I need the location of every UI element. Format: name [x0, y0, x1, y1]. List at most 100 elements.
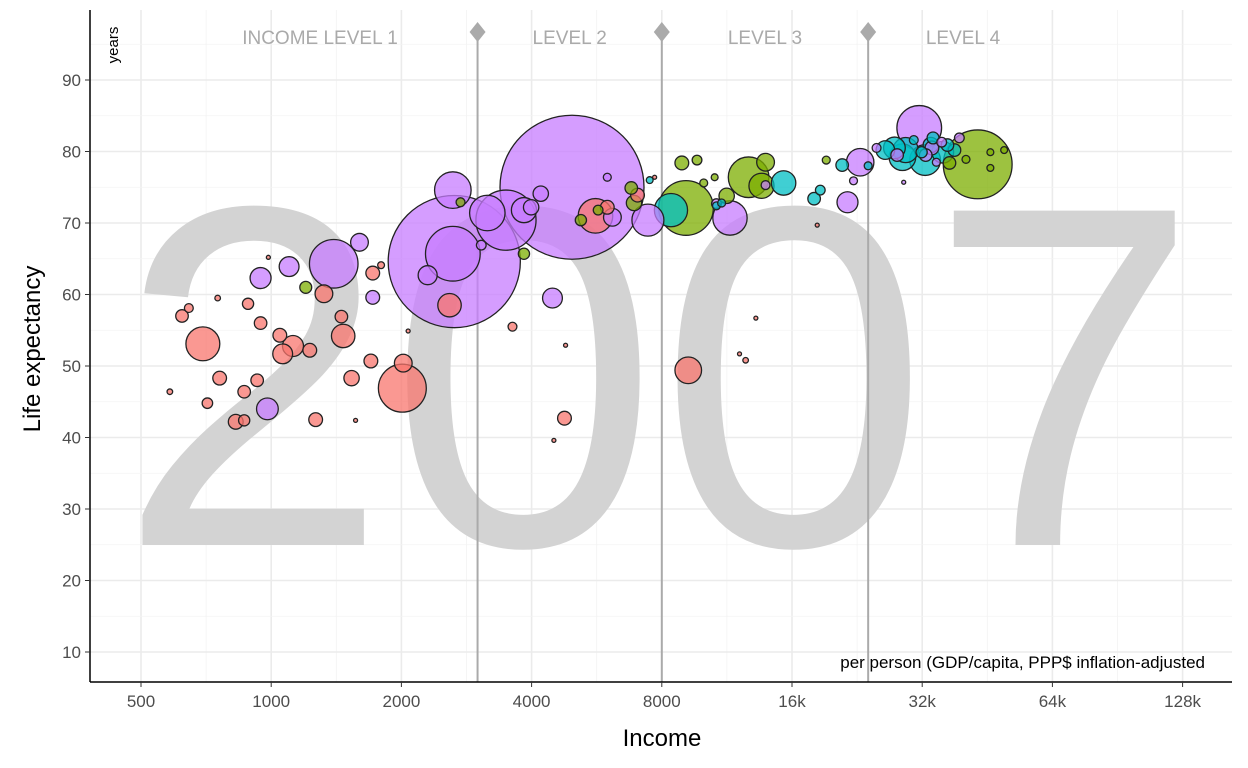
bubble [908, 134, 919, 146]
bubble [836, 191, 859, 214]
bubble [212, 370, 228, 386]
bubble [651, 174, 658, 180]
bubble [807, 191, 822, 206]
x-tick-label: 500 [127, 692, 155, 711]
bubble [201, 397, 214, 410]
bubble [986, 163, 995, 173]
bubble [308, 238, 359, 289]
x-tick-label: 2000 [382, 692, 420, 711]
bubble [393, 353, 413, 373]
bubble [736, 351, 743, 357]
y-tick-label: 60 [62, 286, 81, 305]
x-tick-label: 8000 [643, 692, 681, 711]
bubble [551, 437, 557, 444]
x-tick-label: 128k [1164, 692, 1201, 711]
bubble [468, 194, 506, 232]
bubble [624, 181, 639, 195]
y-unit-label: years [105, 27, 122, 64]
y-tick-label: 80 [62, 143, 81, 162]
bubble [250, 373, 265, 388]
income-level-label: INCOME LEVEL 1 [242, 28, 398, 49]
bubble [574, 213, 588, 227]
bubble [183, 303, 194, 314]
bubble [405, 328, 411, 334]
income-levels: INCOME LEVEL 1 LEVEL 2 LEVEL 3 LEVEL 4 [242, 22, 1001, 682]
x-tick-label: 64k [1039, 692, 1067, 711]
bubble [1000, 145, 1009, 155]
bubble [674, 155, 690, 171]
bubble [890, 148, 905, 162]
bubble [631, 203, 665, 237]
y-axis-title: Life expectancy [19, 266, 46, 433]
bubble [942, 156, 957, 170]
bubble [255, 397, 279, 421]
bubble [302, 342, 318, 358]
y-tick-label: 20 [62, 572, 81, 591]
bubble [961, 154, 971, 164]
income-level-label: LEVEL 3 [728, 28, 802, 49]
bubble [532, 185, 550, 203]
bubble [365, 289, 381, 305]
bubble [272, 327, 288, 343]
axes: 500 1000 2000 4000 8000 16k 32k 64k 128k 10 20 30 40… [62, 10, 1232, 711]
bubble [562, 342, 569, 348]
bubble [175, 309, 189, 323]
bubble [417, 265, 438, 286]
bubble [278, 256, 300, 278]
bubble [756, 152, 776, 172]
bubble [760, 180, 771, 191]
income-level-diamond [860, 22, 877, 42]
bubble [770, 170, 797, 196]
bubble [214, 294, 222, 302]
bubble [507, 321, 518, 332]
x-tick-label: 4000 [513, 692, 551, 711]
bubble [352, 417, 359, 423]
bubble [334, 309, 349, 324]
bubble [821, 155, 831, 165]
bubble [377, 261, 386, 270]
bubble [814, 222, 820, 228]
bubble [249, 266, 272, 290]
bubble [986, 148, 995, 157]
bubble [424, 225, 481, 282]
bubble [272, 343, 294, 365]
bubble [936, 136, 948, 148]
income-level-label: LEVEL 2 [533, 28, 607, 49]
bubble [674, 356, 703, 385]
bubble [517, 247, 531, 261]
income-level-diamond [469, 22, 486, 42]
bubble [592, 204, 604, 216]
bubble [253, 316, 268, 331]
bubble [237, 414, 251, 427]
bubble [753, 315, 759, 321]
bubble [314, 284, 334, 304]
bubble [691, 154, 703, 166]
bubble [365, 265, 381, 281]
bubble [237, 384, 252, 399]
bubble [556, 410, 572, 426]
year-watermark: 2007 [118, 105, 1199, 648]
bubble [901, 179, 907, 185]
bubble [848, 176, 859, 186]
bubble [717, 198, 727, 208]
x-tick-label: 16k [778, 692, 806, 711]
bubbles [166, 104, 1013, 444]
income-level-diamond [653, 22, 670, 42]
y-tick-label: 50 [62, 357, 81, 376]
bubble [330, 323, 356, 349]
bubble [645, 176, 654, 185]
bubble [953, 132, 965, 144]
x-tick-label: 1000 [252, 692, 290, 711]
bubble [363, 353, 379, 369]
bubble [835, 158, 850, 173]
bubble [166, 388, 174, 396]
bubble [915, 145, 928, 159]
bubble [349, 232, 370, 252]
bubble [299, 280, 313, 294]
bubble [265, 254, 272, 260]
bubble [241, 297, 255, 311]
caption: per person (GDP/capita, PPP$ inflation-a… [840, 653, 1205, 672]
bubble [522, 198, 540, 216]
income-level-label: LEVEL 4 [926, 28, 1001, 49]
